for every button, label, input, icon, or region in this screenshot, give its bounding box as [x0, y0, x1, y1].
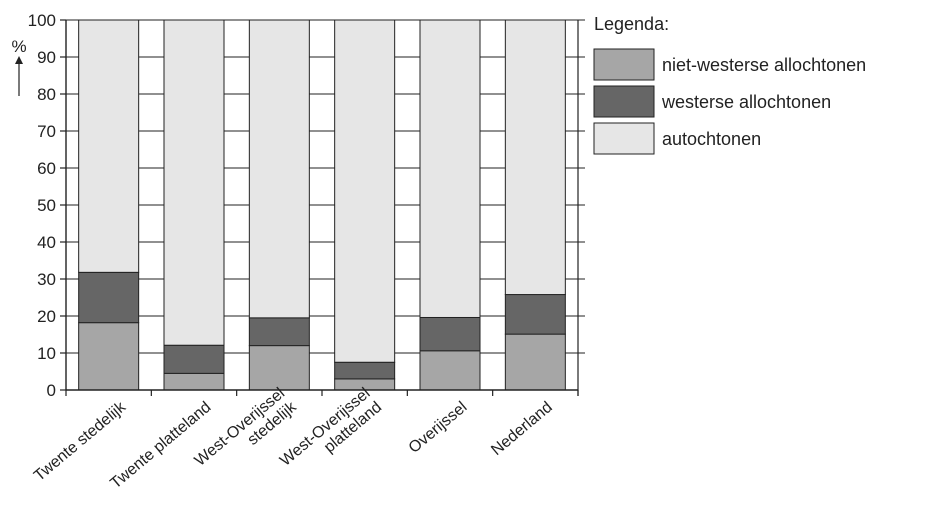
y-tick-label: 10: [37, 344, 56, 363]
bar-segment: [163, 344, 225, 374]
bar-segment: [163, 19, 225, 346]
bar-segment: [163, 372, 225, 391]
bar-stack: [504, 19, 566, 391]
legend-swatch: [593, 48, 655, 81]
bar-segment: [248, 317, 310, 347]
y-tick-label: 0: [47, 381, 56, 400]
bar-segment: [78, 322, 140, 391]
y-tick-label: 90: [37, 48, 56, 67]
legend-label: westerse allochtonen: [661, 92, 831, 112]
legend-swatch: [593, 85, 655, 118]
y-tick-labels: 0 10 20 30 40 50 60 70 80 90 100: [28, 11, 56, 400]
bar-stack: [78, 19, 140, 391]
bar-segment: [334, 361, 396, 380]
legend-label: autochtonen: [662, 129, 761, 149]
legend: Legenda: niet-westerse allochtonen wester…: [593, 14, 866, 155]
gridlines: [66, 19, 585, 354]
y-tick-label: 40: [37, 233, 56, 252]
x-category-label: Overijssel: [406, 399, 471, 457]
bar-segment: [78, 271, 140, 324]
bar-segment: [334, 19, 396, 363]
y-tick-label: 100: [28, 11, 56, 30]
bar-segment: [504, 294, 566, 335]
legend-swatch: [593, 122, 655, 155]
bar-segment: [248, 19, 310, 319]
arrow-head-icon: [15, 56, 23, 64]
legend-title: Legenda:: [594, 14, 669, 34]
bar-segment: [419, 19, 481, 318]
bars: [78, 19, 566, 391]
bar-segment: [419, 316, 481, 352]
x-category-label-line: Nederland: [488, 399, 555, 459]
bar-segment: [78, 19, 140, 273]
bar-segment: [504, 333, 566, 391]
bar-stack: [419, 19, 481, 391]
y-axis-unit-label: %: [11, 37, 26, 56]
x-category-label-line: Overijssel: [406, 399, 471, 457]
y-tick-label: 50: [37, 196, 56, 215]
bar-stack: [163, 19, 225, 391]
axes: [60, 19, 579, 396]
y-tick-label: 70: [37, 122, 56, 141]
legend-label: niet-westerse allochtonen: [662, 55, 866, 75]
bar-stack: [334, 19, 396, 391]
x-category-label: Nederland: [488, 399, 555, 459]
y-tick-label: 60: [37, 159, 56, 178]
bar-stack: [248, 19, 310, 391]
y-tick-label: 80: [37, 85, 56, 104]
y-tick-label: 30: [37, 270, 56, 289]
y-tick-label: 20: [37, 307, 56, 326]
bar-segment: [419, 350, 481, 391]
y-axis-unit: %: [11, 37, 27, 96]
bar-segment: [248, 345, 310, 391]
bar-segment: [504, 19, 566, 296]
